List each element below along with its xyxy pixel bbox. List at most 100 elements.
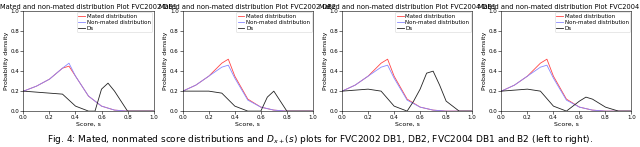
Mated distribution bbox=[429, 109, 437, 111]
Non-mated distribution bbox=[339, 90, 346, 92]
Ds bbox=[563, 110, 570, 112]
Ds bbox=[403, 110, 411, 112]
Ds bbox=[589, 98, 596, 100]
Non-mated distribution bbox=[84, 95, 92, 97]
Mated distribution bbox=[231, 75, 239, 77]
Ds bbox=[569, 105, 577, 107]
Non-mated distribution bbox=[179, 90, 187, 92]
Ds bbox=[84, 110, 92, 112]
Non-mated distribution bbox=[283, 110, 291, 112]
Title: Mated and non-mated distribution Plot FVC2004 DB2: Mated and non-mated distribution Plot FV… bbox=[478, 4, 640, 10]
Non-mated distribution bbox=[511, 84, 518, 86]
Ds bbox=[442, 100, 450, 102]
Non-mated distribution bbox=[563, 99, 570, 101]
Mated distribution bbox=[205, 75, 212, 77]
Mated distribution bbox=[270, 109, 278, 111]
Mated distribution bbox=[589, 109, 596, 111]
Mated distribution bbox=[124, 110, 131, 112]
Mated distribution bbox=[218, 62, 226, 64]
Non-mated distribution bbox=[218, 66, 226, 68]
Ds bbox=[628, 110, 636, 112]
Non-mated distribution bbox=[628, 110, 636, 112]
Legend: Mated distribution, Non-mated distribution, Ds: Mated distribution, Non-mated distributi… bbox=[236, 12, 312, 32]
Non-mated distribution bbox=[377, 66, 385, 68]
Ds bbox=[410, 100, 417, 102]
Y-axis label: Probability density: Probability density bbox=[163, 32, 168, 90]
Ds bbox=[111, 90, 118, 92]
Non-mated distribution bbox=[124, 110, 131, 112]
Mated distribution bbox=[364, 75, 372, 77]
Non-mated distribution bbox=[231, 77, 239, 79]
Ds bbox=[582, 96, 590, 98]
Mated distribution bbox=[524, 75, 531, 77]
Ds bbox=[218, 92, 226, 94]
Non-mated distribution bbox=[351, 84, 359, 86]
Ds bbox=[377, 90, 385, 92]
Non-mated distribution bbox=[602, 110, 609, 112]
Non-mated distribution bbox=[45, 78, 53, 80]
Non-mated distribution bbox=[65, 62, 73, 64]
Ds bbox=[33, 91, 40, 93]
Non-mated distribution bbox=[524, 75, 531, 77]
Ds bbox=[270, 90, 278, 92]
Mated distribution bbox=[416, 106, 424, 108]
Line: Non-mated distribution: Non-mated distribution bbox=[183, 65, 313, 111]
Ds bbox=[536, 90, 544, 92]
Ds bbox=[468, 110, 476, 112]
Non-mated distribution bbox=[575, 106, 583, 108]
Line: Mated distribution: Mated distribution bbox=[342, 59, 472, 111]
Non-mated distribution bbox=[589, 109, 596, 111]
Ds bbox=[575, 100, 583, 102]
Ds bbox=[351, 89, 359, 91]
Ds bbox=[429, 70, 437, 72]
Non-mated distribution bbox=[33, 85, 40, 87]
Non-mated distribution bbox=[536, 66, 544, 68]
Ds bbox=[309, 110, 317, 112]
Non-mated distribution bbox=[72, 75, 79, 77]
Non-mated distribution bbox=[497, 90, 505, 92]
Legend: Mated distribution, Non-mated distribution, Ds: Mated distribution, Non-mated distributi… bbox=[396, 12, 471, 32]
X-axis label: Score, s: Score, s bbox=[236, 122, 260, 127]
Ds bbox=[390, 105, 398, 107]
Non-mated distribution bbox=[309, 110, 317, 112]
Title: Mated and non-mated distribution Plot FVC2002 DB1: Mated and non-mated distribution Plot FV… bbox=[0, 4, 177, 10]
Mated distribution bbox=[563, 98, 570, 100]
Non-mated distribution bbox=[150, 110, 157, 112]
Ds bbox=[283, 110, 291, 112]
Ds bbox=[511, 89, 518, 91]
Ds bbox=[264, 96, 271, 98]
Line: Ds: Ds bbox=[342, 71, 472, 111]
Mated distribution bbox=[33, 85, 40, 87]
Mated distribution bbox=[390, 75, 398, 77]
Mated distribution bbox=[20, 90, 28, 92]
Ds bbox=[423, 72, 431, 74]
Mated distribution bbox=[403, 98, 411, 100]
Non-mated distribution bbox=[244, 99, 252, 101]
X-axis label: Score, s: Score, s bbox=[76, 122, 101, 127]
Ds bbox=[339, 90, 346, 92]
Non-mated distribution bbox=[390, 77, 398, 79]
Y-axis label: Probability density: Probability density bbox=[323, 32, 328, 90]
Ds bbox=[124, 110, 131, 112]
Non-mated distribution bbox=[225, 64, 232, 66]
Mated distribution bbox=[377, 62, 385, 64]
Non-mated distribution bbox=[403, 99, 411, 101]
Ds bbox=[91, 110, 99, 112]
Line: Ds: Ds bbox=[24, 83, 154, 111]
Ds bbox=[257, 110, 265, 112]
Ds bbox=[364, 88, 372, 90]
Non-mated distribution bbox=[257, 106, 265, 108]
Non-mated distribution bbox=[205, 75, 212, 77]
Mated distribution bbox=[72, 75, 79, 77]
Ds bbox=[455, 110, 463, 112]
Non-mated distribution bbox=[192, 84, 200, 86]
Non-mated distribution bbox=[416, 106, 424, 108]
Ds bbox=[595, 102, 603, 104]
Non-mated distribution bbox=[543, 64, 551, 66]
Ds bbox=[192, 90, 200, 92]
Mated distribution bbox=[65, 65, 73, 67]
Ds bbox=[98, 88, 106, 90]
Mated distribution bbox=[550, 75, 557, 77]
Mated distribution bbox=[225, 58, 232, 60]
Ds bbox=[45, 92, 53, 94]
